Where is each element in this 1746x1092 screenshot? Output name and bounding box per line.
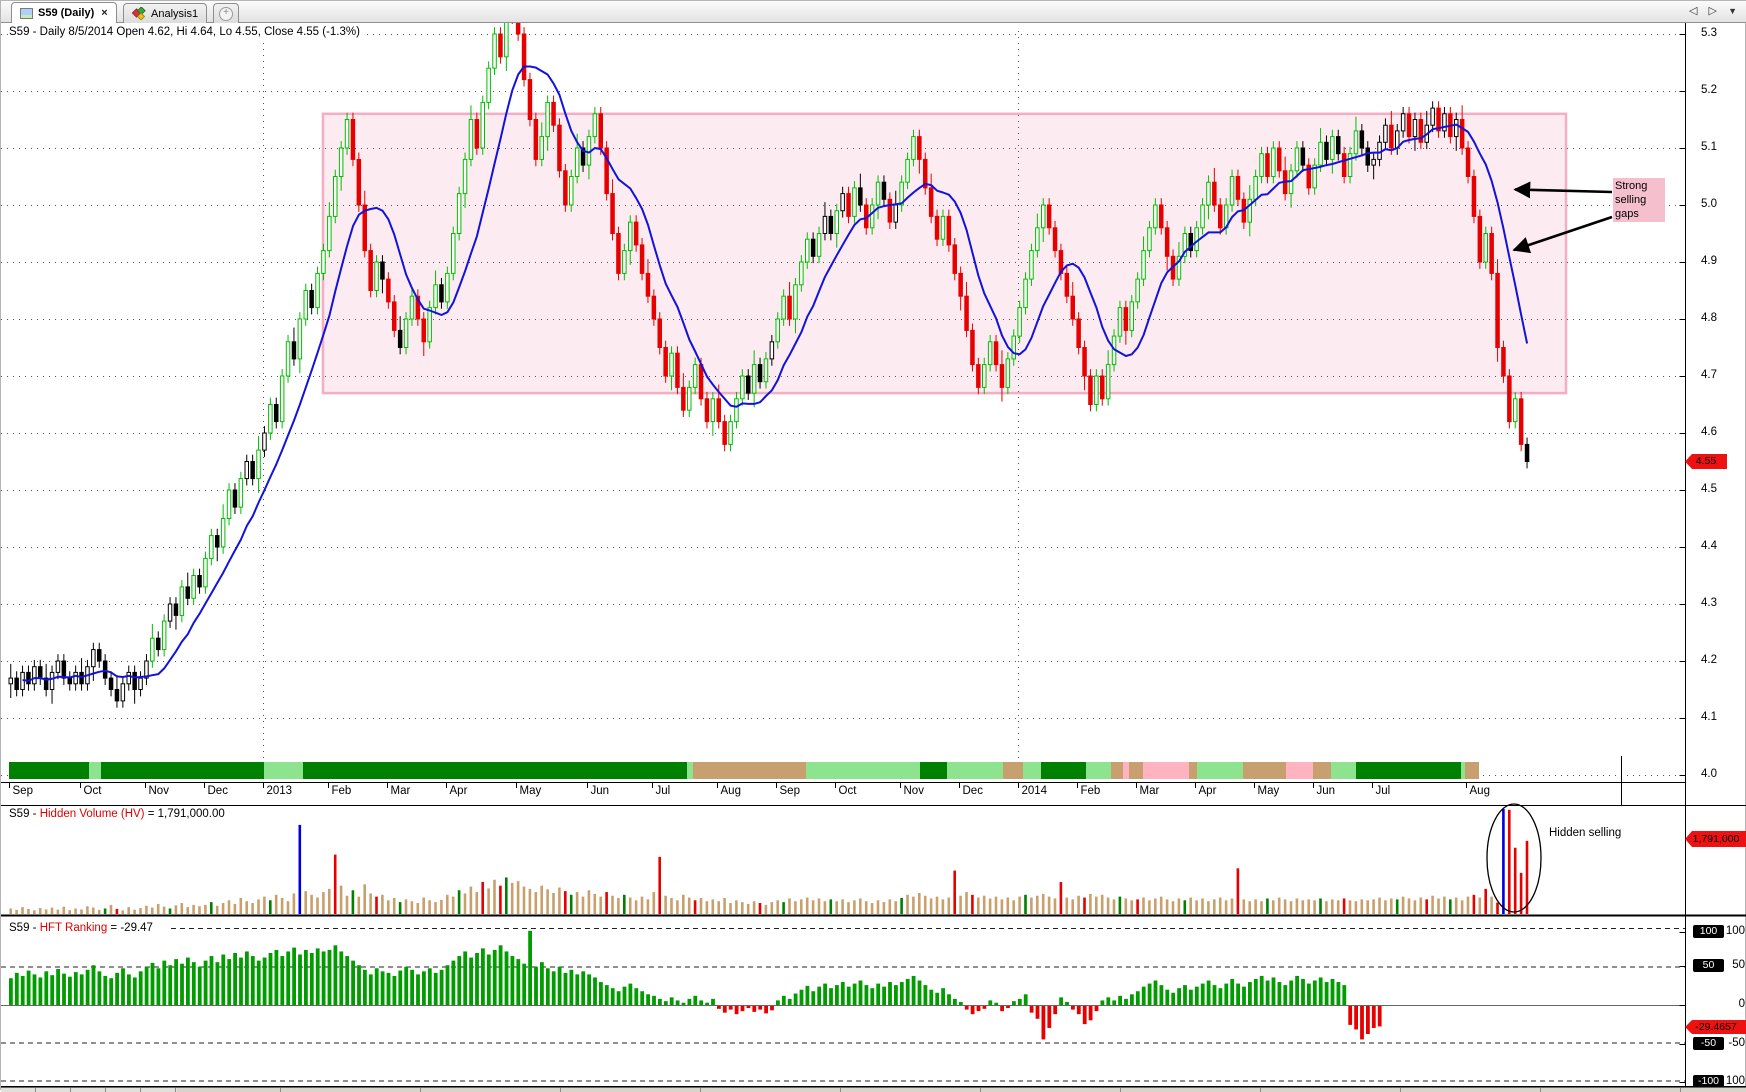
volume-title-indicator: Hidden Volume (HV) — [39, 808, 145, 820]
new-tab-button[interactable]: + — [213, 3, 239, 23]
hft-scale-tag-minus100: -100 — [1693, 1075, 1724, 1088]
new-tab-icon: + — [219, 6, 233, 21]
chart-nav-controls: ◁ ▷ ▼ — [1687, 4, 1741, 17]
moving-average-line — [22, 65, 1529, 682]
volume-title-symbol: S59 - — [9, 808, 40, 820]
hft-title-indicator: HFT Ranking — [39, 922, 108, 934]
tab-s59-daily[interactable]: S59 (Daily) × — [11, 2, 117, 23]
chart-title: S59 - Daily 8/5/2014 Open 4.62, Hi 4.64,… — [9, 26, 365, 38]
hft-axis-label-0: 0 — [1738, 998, 1745, 1010]
candlestick-series — [8, 1, 1530, 708]
hft-scale-tag-50: 50 — [1693, 959, 1724, 972]
hft-axis-label-100: 100 — [1725, 925, 1745, 937]
annotation-shapes — [1486, 181, 1613, 913]
consolidation-highlight-box — [321, 112, 1568, 395]
close-icon[interactable]: × — [101, 7, 108, 19]
dropdown-icon[interactable]: ▼ — [1728, 6, 1739, 16]
strong-selling-annotation[interactable]: Strong selling gaps — [1613, 178, 1665, 222]
tab-analysis1[interactable]: Analysis1 — [123, 3, 208, 23]
volume-value-tag: 1,791,000 — [1685, 831, 1746, 847]
hft-scale-tag-minus50: -50 — [1693, 1037, 1724, 1050]
scroll-left-icon[interactable]: ◁ — [1689, 5, 1700, 17]
hft-value-tag: -29.4657 — [1685, 1020, 1746, 1034]
tab-label: Analysis1 — [151, 7, 199, 20]
hft-ranking-series — [9, 930, 1382, 1040]
volume-title-value: = 1,791,000.00 — [144, 808, 225, 820]
hft-axis-label-50: 50 — [1732, 959, 1745, 971]
last-price-tag: 4.55 — [1685, 454, 1727, 469]
hft-panel-title: S59 - HFT Ranking = -29.47 — [9, 922, 158, 934]
trend-ribbon — [9, 762, 1479, 779]
hft-axis-label-minus100: 100 — [1725, 1075, 1745, 1087]
hft-title-symbol: S59 - — [9, 922, 40, 934]
hidden-volume-series — [9, 808, 1529, 914]
axes — [1, 23, 1746, 1087]
analysis-diamonds-icon — [131, 6, 146, 21]
volume-panel-title: S59 - Hidden Volume (HV) = 1,791,000.00 — [9, 808, 230, 820]
hft-axis-label-minus50: -50 — [1728, 1037, 1745, 1049]
hft-scale-tag-100: 100 — [1693, 925, 1724, 938]
tab-bar: S59 (Daily) × Analysis1 + ◁ ▷ ▼ — [1, 1, 1746, 23]
chart-thumbnail-icon — [20, 7, 33, 19]
hft-title-value: = -29.47 — [107, 922, 153, 934]
hidden-selling-annotation[interactable]: Hidden selling — [1549, 827, 1622, 839]
scroll-right-icon[interactable]: ▷ — [1708, 5, 1720, 17]
tab-label: S59 (Daily) — [38, 7, 95, 19]
